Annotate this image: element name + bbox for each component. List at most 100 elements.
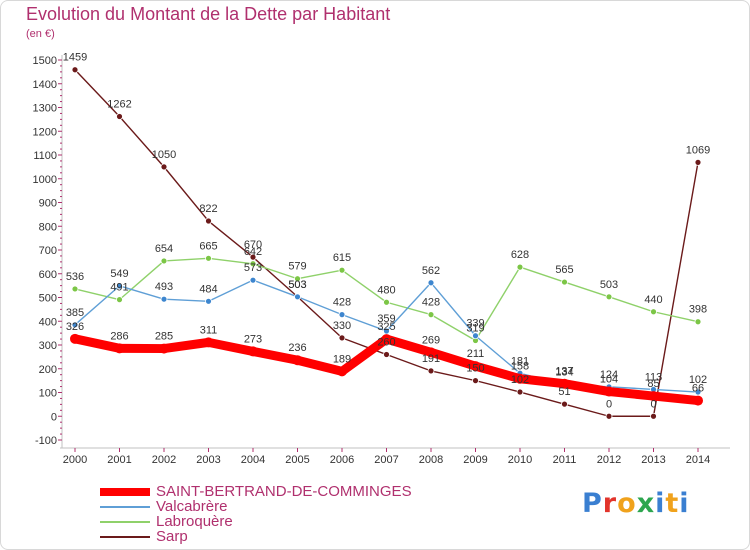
data-label: 642 <box>244 246 262 258</box>
data-point <box>383 351 390 358</box>
data-point <box>604 386 614 397</box>
data-label: 311 <box>200 324 218 336</box>
data-label: 615 <box>333 252 351 264</box>
data-label: 665 <box>199 240 217 252</box>
x-tick-label: 2011 <box>553 454 577 466</box>
data-label: 285 <box>155 331 173 343</box>
data-point <box>381 334 392 345</box>
data-point <box>515 373 525 384</box>
y-tick-label: 0 <box>51 411 57 423</box>
data-label: 565 <box>555 264 573 276</box>
data-point <box>516 388 524 396</box>
data-point <box>561 400 568 408</box>
x-tick-label: 2014 <box>686 454 710 466</box>
data-point <box>694 318 702 326</box>
data-point <box>294 275 301 283</box>
data-point <box>694 388 702 396</box>
data-point <box>294 293 301 301</box>
y-tick-label: 200 <box>39 364 57 376</box>
legend-label: Labroquère <box>156 513 233 530</box>
data-point <box>116 282 123 290</box>
data-point <box>160 163 168 171</box>
data-point <box>203 337 214 348</box>
data-point <box>160 295 168 303</box>
data-label: 484 <box>199 283 217 295</box>
data-label: 319 <box>466 322 484 334</box>
x-tick-label: 2000 <box>63 454 87 466</box>
data-label: 51 <box>558 386 570 398</box>
data-label: 536 <box>66 271 84 283</box>
x-tick-label: 2012 <box>597 454 621 466</box>
data-label: 104 <box>600 374 618 386</box>
data-label: 503 <box>600 279 618 291</box>
y-tick-label: 900 <box>39 198 57 210</box>
data-label: 85 <box>647 378 659 390</box>
y-tick-label: 700 <box>39 245 57 257</box>
data-label: 398 <box>689 304 707 316</box>
data-point <box>160 257 168 265</box>
data-label: 503 <box>288 279 306 291</box>
legend-swatch <box>100 488 150 496</box>
legend-label: SAINT-BERTRAND-DE-COMMINGES <box>156 483 412 500</box>
data-point <box>472 332 479 340</box>
data-label: 503 <box>288 279 306 291</box>
data-label: 158 <box>511 361 529 373</box>
x-tick-label: 2006 <box>330 454 354 466</box>
data-label: 102 <box>689 374 707 386</box>
data-point <box>693 395 703 406</box>
data-point <box>426 347 436 358</box>
legend-label: Valcabrère <box>156 498 228 515</box>
data-label: 491 <box>110 282 128 294</box>
data-label: 440 <box>644 294 662 306</box>
y-tick-label: 500 <box>39 293 57 305</box>
data-label: 0 <box>650 398 656 410</box>
data-point <box>694 158 702 166</box>
data-point <box>205 254 212 262</box>
y-tick-label: 1400 <box>33 79 57 91</box>
x-tick-label: 2008 <box>419 454 443 466</box>
data-label: 134 <box>555 366 573 378</box>
data-label: 654 <box>155 243 173 255</box>
data-label: 326 <box>66 321 84 333</box>
data-label: 137 <box>555 366 573 378</box>
line-chart: -100010020030040050060070080090010001100… <box>33 52 730 466</box>
x-tick-label: 2005 <box>285 454 309 466</box>
chart-unit: (en €) <box>26 28 55 40</box>
logo-letter: x <box>636 488 656 519</box>
data-point <box>116 113 123 120</box>
logo-letter: i <box>655 488 666 519</box>
data-label: 385 <box>66 307 84 319</box>
logo-letter: t <box>665 488 680 519</box>
data-label: 428 <box>422 297 440 309</box>
data-label: 428 <box>333 297 351 309</box>
x-tick-label: 2010 <box>508 454 532 466</box>
proxiti-logo: Proxiti <box>582 488 690 519</box>
data-point <box>249 260 257 268</box>
y-tick-label: 1000 <box>33 174 57 186</box>
data-label: 102 <box>511 374 529 386</box>
y-tick-label: 300 <box>39 340 57 352</box>
data-label: 549 <box>110 268 128 280</box>
data-point <box>249 253 257 261</box>
data-label: 579 <box>288 261 306 273</box>
data-point <box>249 276 257 284</box>
y-tick-label: -100 <box>35 435 57 447</box>
x-tick-label: 2007 <box>374 454 398 466</box>
data-point <box>650 412 657 420</box>
data-label: 181 <box>511 355 529 367</box>
data-point <box>472 377 479 385</box>
data-label: 493 <box>155 281 173 293</box>
data-label: 211 <box>467 348 485 360</box>
data-point <box>71 321 79 329</box>
data-label: 573 <box>244 262 262 274</box>
data-point <box>559 378 570 389</box>
data-point <box>383 298 390 306</box>
data-label: 330 <box>333 320 351 332</box>
y-tick-label: 1300 <box>33 103 57 115</box>
logo-letter: o <box>617 488 637 519</box>
x-tick-label: 2013 <box>641 454 665 466</box>
y-tick-label: 400 <box>39 316 57 328</box>
data-point <box>71 66 79 74</box>
legend-label: Sarp <box>156 528 188 545</box>
data-point <box>205 297 212 305</box>
